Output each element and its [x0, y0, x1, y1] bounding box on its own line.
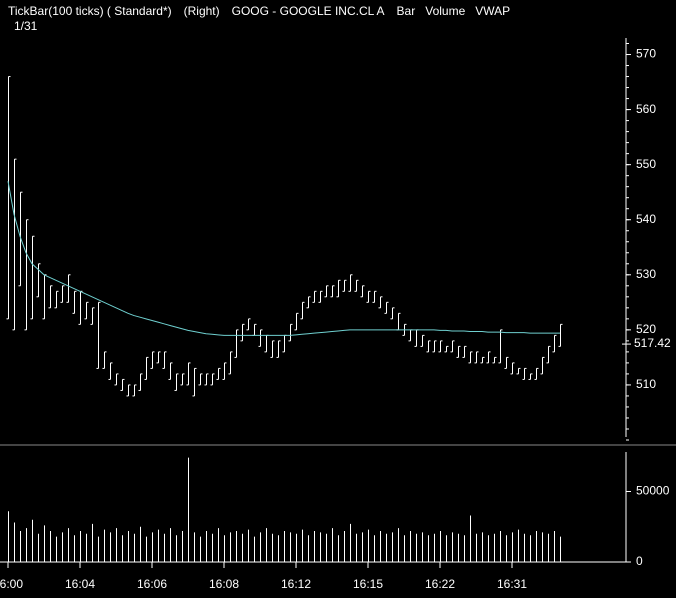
- legend-entry: Volume: [425, 4, 465, 18]
- x-tick-label: 16:22: [425, 577, 455, 591]
- y-tick-label: 0: [636, 554, 643, 568]
- legend-entry: Bar: [397, 4, 416, 18]
- header: TickBar(100 ticks) ( Standard*) (Right) …: [8, 4, 510, 33]
- y-tick-label: 540: [636, 212, 656, 226]
- x-tick-label: 16:31: [497, 577, 527, 591]
- x-tick-label: 16:00: [0, 577, 23, 591]
- x-tick-label: 16:15: [353, 577, 383, 591]
- y-tick-label: 560: [636, 102, 656, 116]
- chart-title: GOOG - GOOGLE INC.CL A: [232, 4, 385, 18]
- y-tick-label: 510: [636, 377, 656, 391]
- legend-entry: VWAP: [475, 4, 510, 18]
- x-tick-label: 16:12: [281, 577, 311, 591]
- vwap-line: [7, 181, 560, 336]
- x-tick-label: 16:04: [65, 577, 95, 591]
- y-tick-label: 570: [636, 47, 656, 61]
- chart-title: (Right): [184, 4, 220, 18]
- y-tick-label: 530: [636, 267, 656, 281]
- chart-title: TickBar(100 ticks) ( Standard*): [8, 4, 172, 18]
- y-tick-label: 520: [636, 322, 656, 336]
- x-tick-label: 16:06: [137, 577, 167, 591]
- chart-subtitle: 1/31: [14, 19, 38, 33]
- x-tick-label: 16:08: [209, 577, 239, 591]
- y-tick-label: 550: [636, 157, 656, 171]
- last-value-label: 517.42: [634, 336, 671, 350]
- y-tick-label: 50000: [636, 484, 670, 498]
